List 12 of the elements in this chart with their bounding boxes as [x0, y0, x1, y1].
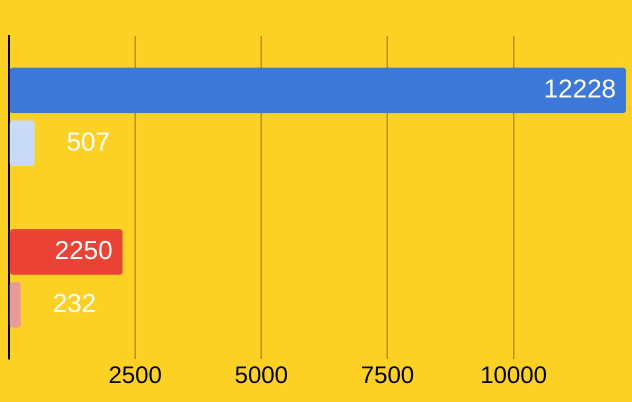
- data-label: 507: [66, 126, 110, 156]
- x-tick-label: 5000: [234, 362, 288, 390]
- bar: [10, 68, 626, 114]
- data-label: 2250: [54, 235, 113, 266]
- x-tick-label: 10000: [480, 362, 547, 390]
- bar: [10, 282, 21, 328]
- x-tick-label: 2500: [108, 362, 162, 390]
- bar: [10, 229, 123, 275]
- x-tick-label: 7500: [360, 362, 414, 390]
- data-label: 12228: [544, 74, 616, 104]
- data-label: 232: [52, 288, 96, 318]
- bar: [10, 120, 35, 166]
